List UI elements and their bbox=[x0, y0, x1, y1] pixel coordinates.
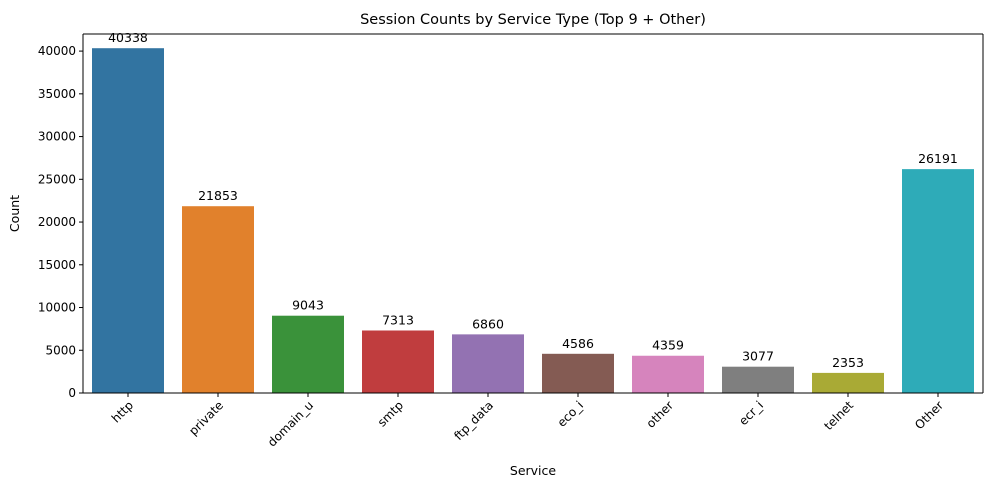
y-tick-label-20000: 20000 bbox=[38, 215, 76, 229]
data-label-Other: 26191 bbox=[918, 151, 958, 166]
x-tick-label-ecr_i: ecr_i bbox=[736, 398, 766, 428]
data-label-other: 4359 bbox=[652, 338, 684, 353]
y-tick-label-5000: 5000 bbox=[45, 343, 76, 357]
y-tick-label-25000: 25000 bbox=[38, 172, 76, 186]
data-label-eco_i: 4586 bbox=[562, 336, 594, 351]
y-axis: 0 5000 10000 15000 20000 25000 30000 35000 40000 bbox=[38, 44, 83, 400]
data-label-ftp_data: 6860 bbox=[472, 316, 504, 331]
y-tick-label-40000: 40000 bbox=[38, 44, 76, 58]
bar-telnet bbox=[812, 372, 884, 393]
bar-Other bbox=[902, 169, 974, 393]
x-tick-label-telnet: telnet bbox=[821, 398, 856, 433]
x-axis-label: Service bbox=[510, 463, 557, 478]
bar-domain_u bbox=[272, 315, 344, 393]
bar-http bbox=[92, 48, 164, 393]
y-tick-label-15000: 15000 bbox=[38, 258, 76, 272]
x-tick-label-smtp: smtp bbox=[375, 398, 406, 429]
bar-smtp bbox=[362, 330, 434, 393]
data-label-ecr_i: 3077 bbox=[742, 349, 774, 364]
y-tick-label-35000: 35000 bbox=[38, 87, 76, 101]
x-tick-label-other: other bbox=[644, 398, 677, 431]
y-axis-label: Count bbox=[7, 195, 22, 232]
data-label-domain_u: 9043 bbox=[292, 298, 324, 313]
chart-title: Session Counts by Service Type (Top 9 + … bbox=[360, 12, 706, 28]
x-tick-label-ftp_data: ftp_data bbox=[451, 398, 496, 443]
y-tick-label-10000: 10000 bbox=[38, 301, 76, 315]
y-tick-label-0: 0 bbox=[68, 386, 76, 400]
data-label-http: 40338 bbox=[108, 30, 148, 45]
x-tick-label-domain_u: domain_u bbox=[265, 398, 316, 449]
bars-group bbox=[92, 48, 974, 393]
x-tick-label-http: http bbox=[109, 398, 136, 425]
x-tick-label-Other: Other bbox=[912, 398, 946, 432]
data-label-telnet: 2353 bbox=[832, 355, 864, 370]
bar-private bbox=[182, 206, 254, 393]
data-labels-group: 40338 21853 9043 7313 6860 4586 4359 3077 2353 26… bbox=[108, 30, 958, 370]
y-tick-label-30000: 30000 bbox=[38, 130, 76, 144]
x-tick-label-private: private bbox=[186, 398, 226, 438]
data-label-smtp: 7313 bbox=[382, 312, 414, 327]
data-label-private: 21853 bbox=[198, 188, 238, 203]
bar-ftp_data bbox=[452, 334, 524, 393]
bar-eco_i bbox=[542, 353, 614, 393]
bar-other bbox=[632, 355, 704, 393]
x-axis: http private domain_u smtp ftp_data eco_i othe… bbox=[109, 393, 946, 450]
bar-ecr_i bbox=[722, 366, 794, 393]
x-tick-label-eco_i: eco_i bbox=[555, 398, 587, 430]
